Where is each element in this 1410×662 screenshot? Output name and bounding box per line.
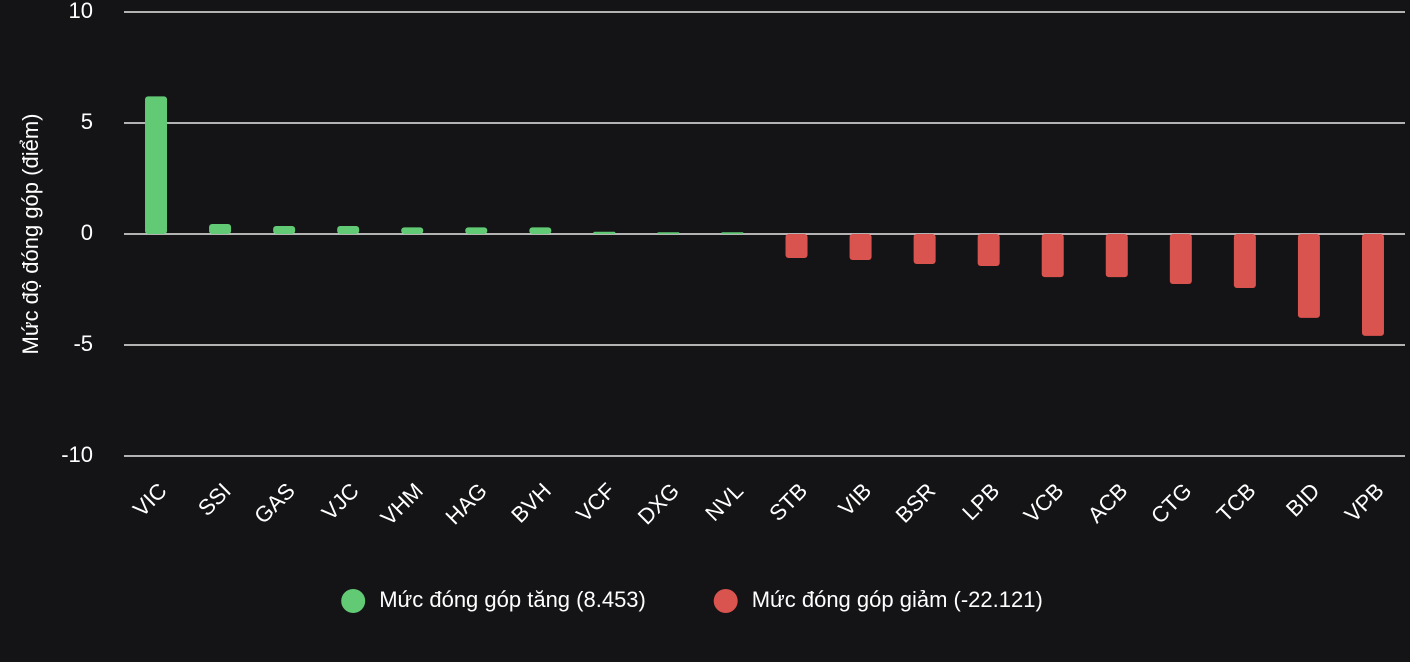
bar <box>1041 234 1064 278</box>
bar <box>593 231 616 234</box>
y-tick-label: -5 <box>73 331 93 356</box>
bar <box>529 227 552 234</box>
y-tick-label: 10 <box>69 0 93 23</box>
bar <box>145 96 168 234</box>
y-tick-label: 5 <box>81 109 93 134</box>
bar <box>1233 234 1256 288</box>
bar <box>465 227 488 234</box>
bar <box>785 234 808 258</box>
y-axis-label: Mức độ đóng góp (điểm) <box>18 114 43 355</box>
legend-marker[interactable] <box>713 589 738 613</box>
y-tick-label: 0 <box>81 220 93 245</box>
y-tick-label: -10 <box>61 442 93 467</box>
bar <box>977 234 1000 266</box>
legend-marker[interactable] <box>341 589 366 613</box>
bar <box>1297 234 1320 318</box>
bar <box>913 234 936 264</box>
bar <box>849 234 872 260</box>
legend-label[interactable]: Mức đóng góp tăng (8.453) <box>379 587 646 612</box>
bar <box>1169 234 1192 284</box>
bar <box>401 227 424 234</box>
bar <box>273 226 296 234</box>
bar <box>657 232 680 234</box>
bar <box>721 232 744 234</box>
legend-label[interactable]: Mức đóng góp giảm (-22.121) <box>752 587 1043 612</box>
bar <box>1105 234 1128 278</box>
bar <box>1361 234 1384 336</box>
bar <box>209 224 232 234</box>
bar <box>337 226 360 234</box>
